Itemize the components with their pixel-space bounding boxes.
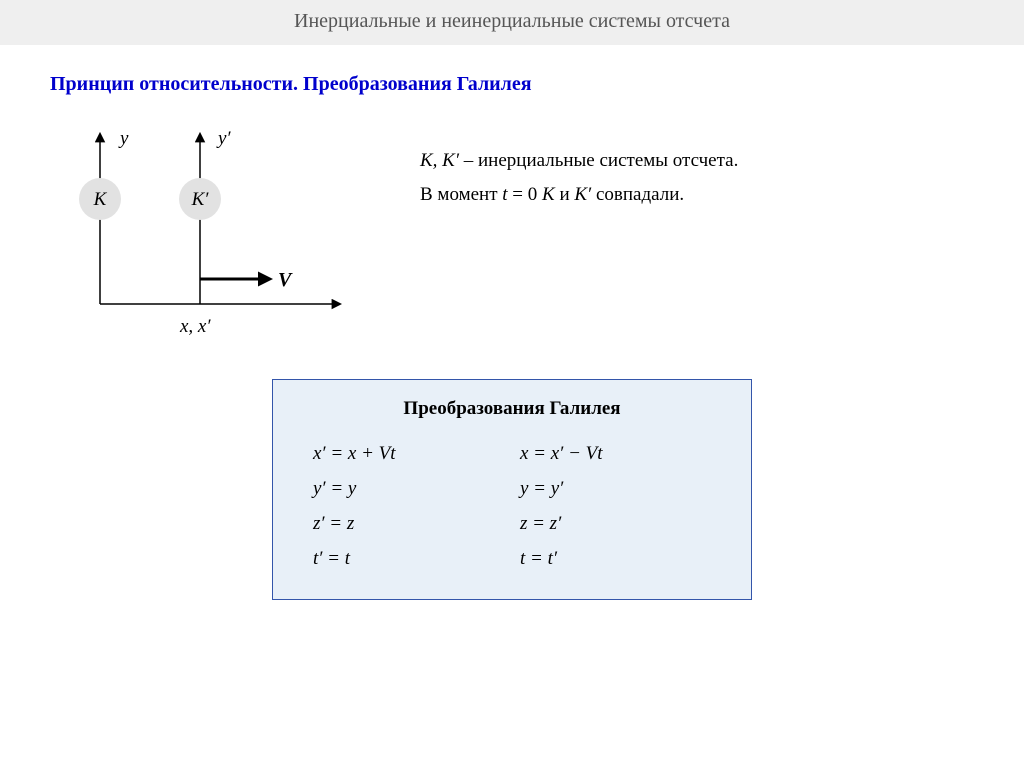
- eq-y: y = y′: [520, 471, 711, 506]
- formula-col-direct: x′ = x + Vt y′ = y z′ = z t′ = t: [313, 436, 504, 577]
- page-title: Инерциальные и неинерциальные системы от…: [294, 10, 730, 32]
- l2f: K′: [574, 184, 591, 205]
- k-prime-label: K′: [191, 189, 210, 210]
- eq-z-prime: z′ = z: [313, 506, 504, 541]
- explanation-text: K, K′ – инерциальные системы отсчета. В …: [420, 144, 738, 212]
- eq-x-prime: x′ = x + Vt: [313, 436, 504, 471]
- formula-col-inverse: x = x′ − Vt y = y′ z = z′ t = t′: [520, 436, 711, 577]
- k-label: K: [93, 189, 108, 210]
- explain-k-kprime: K, K′: [420, 150, 459, 171]
- page-header: Инерциальные и неинерциальные системы от…: [0, 0, 1024, 45]
- y-prime-label: y′: [216, 128, 231, 149]
- eq-z: z = z′: [520, 506, 711, 541]
- reference-frame-diagram: y y′ K K′ V x, x′: [60, 114, 380, 359]
- l2e: и: [555, 184, 575, 205]
- l2g: совпадали.: [591, 184, 684, 205]
- galilean-transform-box: Преобразования Галилея x′ = x + Vt y′ = …: [272, 379, 752, 600]
- eq-t: t = t′: [520, 541, 711, 576]
- explain-line-1: K, K′ – инерциальные системы отсчета.: [420, 144, 738, 178]
- v-label: V: [278, 269, 293, 291]
- explain-line1-rest: – инерциальные системы отсчета.: [459, 150, 738, 171]
- l2a: В момент: [420, 184, 502, 205]
- eq-x: x = x′ − Vt: [520, 436, 711, 471]
- section-subtitle: Принцип относительности. Преобразования …: [50, 73, 1024, 96]
- y-label: y: [118, 128, 129, 149]
- eq-y-prime: y′ = y: [313, 471, 504, 506]
- l2c: = 0: [508, 184, 542, 205]
- explain-line-2: В момент t = 0 K и K′ совпадали.: [420, 178, 738, 212]
- content-row: y y′ K K′ V x, x′ K, K′ – инерциальные с…: [0, 114, 1024, 359]
- x-axis-label: x, x′: [179, 316, 211, 337]
- formula-title: Преобразования Галилея: [313, 398, 711, 420]
- l2d: K: [542, 184, 555, 205]
- eq-t-prime: t′ = t: [313, 541, 504, 576]
